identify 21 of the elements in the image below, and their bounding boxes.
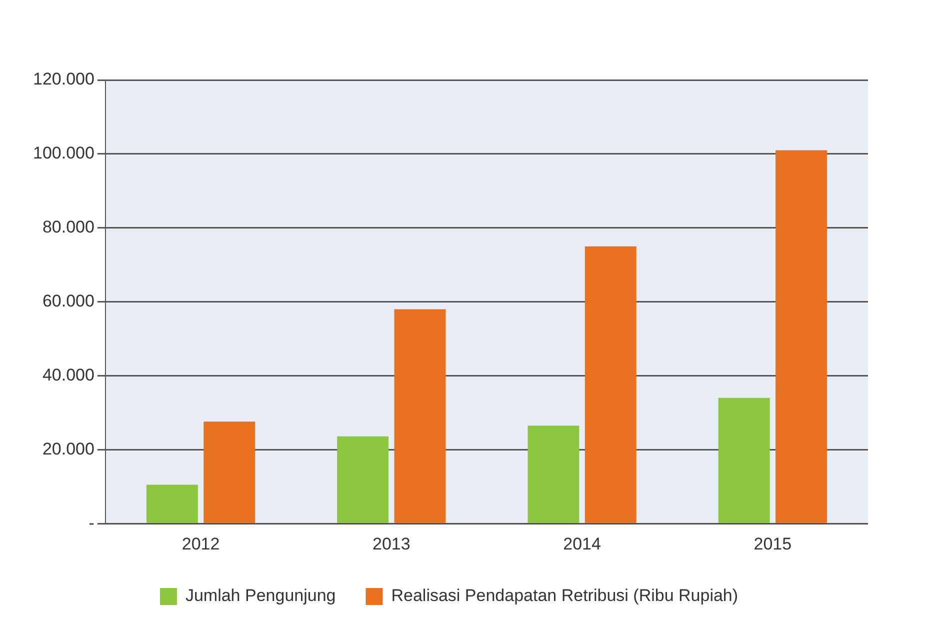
- y-tick-label: 120.000: [33, 70, 94, 89]
- y-tick-label: 40.000: [42, 365, 94, 384]
- x-tick-label: 2013: [372, 534, 410, 554]
- y-tick-label: 20.000: [42, 439, 94, 458]
- y-tick-label: 100.000: [33, 144, 94, 163]
- x-tick-label: 2012: [182, 534, 220, 554]
- bar: [718, 398, 770, 523]
- bar: [584, 246, 636, 523]
- x-tick-label: 2015: [754, 534, 792, 554]
- bar: [528, 426, 580, 523]
- bar: [146, 484, 198, 523]
- y-tick-label: -: [88, 513, 94, 532]
- legend-label: Jumlah Pengunjung: [185, 586, 336, 606]
- bar: [204, 422, 256, 523]
- bar: [394, 309, 446, 523]
- bar: [337, 436, 389, 523]
- x-tick-label: 2014: [563, 534, 601, 554]
- y-tick-label: 80.000: [42, 218, 94, 237]
- legend-label: Realisasi Pendapatan Retribusi (Ribu Rupiah): [391, 586, 738, 606]
- bar: [776, 150, 828, 523]
- y-tick-label: 60.000: [42, 291, 94, 310]
